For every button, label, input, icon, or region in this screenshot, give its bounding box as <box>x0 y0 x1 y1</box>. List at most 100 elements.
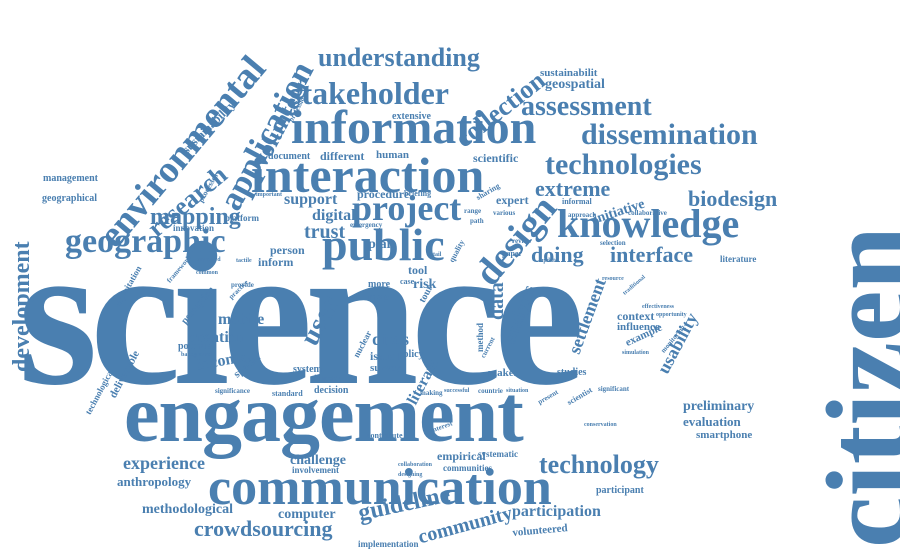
word-designing: designing <box>398 472 423 478</box>
word-volunteered: volunteered <box>511 522 569 539</box>
word-creation: creation <box>190 329 246 346</box>
word-digital: digital <box>312 207 356 224</box>
word-geographic: geographic <box>65 223 226 260</box>
word-effectiveness: effectiveness <box>642 304 674 310</box>
word-empirical: empirical <box>437 449 486 463</box>
word-detail: detail <box>427 252 442 258</box>
word-procedure: procedure <box>357 187 410 201</box>
word-management: management <box>43 173 98 184</box>
word-making: making <box>420 389 443 397</box>
word-document: document <box>268 151 311 162</box>
word-engagement: engagement <box>124 371 524 459</box>
word-policy: policy <box>398 349 424 360</box>
word-evaluation: evaluation <box>683 414 741 429</box>
word-significance: significance <box>215 387 250 395</box>
word-crowdsourcing: crowdsourcing <box>194 516 333 541</box>
word-tactile: tactile <box>236 258 252 264</box>
word-public: public <box>322 219 445 270</box>
word-simulation: simulation <box>622 350 650 356</box>
word-assessment: assessment <box>521 91 652 122</box>
word-selection: selection <box>600 239 626 247</box>
word-collaboration: collaboration <box>398 462 432 468</box>
word-stakeholder: stakeholder <box>289 75 449 111</box>
word-system: system <box>293 364 322 375</box>
word-briefing: briefing <box>404 189 432 198</box>
word-extensive: extensive <box>392 111 431 122</box>
word-provide: provide <box>231 281 254 289</box>
word-approach: approach <box>568 211 597 219</box>
word-interaction: interaction <box>251 147 485 203</box>
word-development: development <box>9 241 35 372</box>
word-contribute: contribute <box>367 431 403 440</box>
word-update: update <box>540 258 558 264</box>
word-geographical: geographical <box>42 193 97 204</box>
word-citizen: citizen <box>804 225 900 548</box>
word-literature: literature <box>720 254 757 264</box>
word-important: important <box>256 192 282 198</box>
word-path: path <box>470 217 484 225</box>
word-systematic: systematic <box>478 449 518 459</box>
word-emergency: emergency <box>350 221 383 229</box>
word-data: data <box>486 282 508 320</box>
word-computer: computer <box>278 507 336 522</box>
word-implementation: implementation <box>358 539 419 549</box>
word-improved: improved <box>196 257 221 263</box>
word-decision: decision <box>314 385 349 396</box>
word-impact: impact <box>314 373 341 383</box>
word-studies: studies <box>557 367 587 378</box>
word-collaborative: collaborative <box>628 209 667 217</box>
word-resource: resource <box>602 276 624 282</box>
word-issue: issue <box>370 349 395 363</box>
word-science: science <box>18 201 585 428</box>
word-range: range <box>464 207 482 215</box>
word-ditos: ditos <box>372 329 410 349</box>
word-project: project <box>352 188 462 228</box>
word-usability: usability <box>653 309 702 377</box>
word-mapping: mapping <box>150 204 241 230</box>
word-support: support <box>284 191 338 208</box>
word-countrie: countrie <box>478 387 503 395</box>
word-preliminary: preliminary <box>683 399 755 414</box>
word-expert: expert <box>496 193 529 207</box>
word-person: person <box>270 243 305 257</box>
word-tool: tool <box>408 263 428 277</box>
word-extreme: extreme <box>535 176 611 201</box>
word-significant: significant <box>598 385 630 393</box>
word-anthropology: anthropology <box>117 474 192 489</box>
word-case: case <box>400 277 415 286</box>
word-technology: technology <box>539 450 659 479</box>
word-participant: participant <box>596 485 644 496</box>
word-innovation: innovation <box>173 223 215 233</box>
word-survey: survey <box>370 362 402 374</box>
word-geospatial: geospatial <box>545 77 605 92</box>
word-risk: risk <box>413 277 437 292</box>
word-communication: communication <box>208 459 552 516</box>
word-challenge: challenge <box>290 453 346 468</box>
word-methodological: methodological <box>142 502 233 517</box>
word-technologies: technologies <box>545 148 702 181</box>
word-maker: maker <box>488 367 519 379</box>
word-sustainabilit: sustainabilit <box>540 67 598 79</box>
word-more: more <box>368 279 391 290</box>
word-informal: informal <box>562 197 592 206</box>
word-interface: interface <box>610 242 694 267</box>
word-biodesign: biodesign <box>688 186 778 211</box>
word-participation: participation <box>512 503 601 520</box>
word-situation: situation <box>506 388 529 394</box>
word-understanding: understanding <box>318 43 480 72</box>
word-communities: communities <box>443 463 492 473</box>
word-mobile: mobile <box>218 311 265 328</box>
word-background: background <box>181 352 212 358</box>
word-inform: inform <box>258 255 294 269</box>
word-paper: paper <box>502 249 522 258</box>
word-standard: standard <box>272 389 303 398</box>
word-opportunity: opportunity <box>656 312 687 318</box>
word-dissemination: dissemination <box>581 118 758 151</box>
word-plan: plan <box>368 237 395 252</box>
word-common: common <box>196 270 218 276</box>
word-experience: experience <box>123 453 205 473</box>
word-potential: potential <box>178 341 216 352</box>
word-context: context <box>617 309 655 323</box>
word-smartphone: smartphone <box>696 429 753 441</box>
